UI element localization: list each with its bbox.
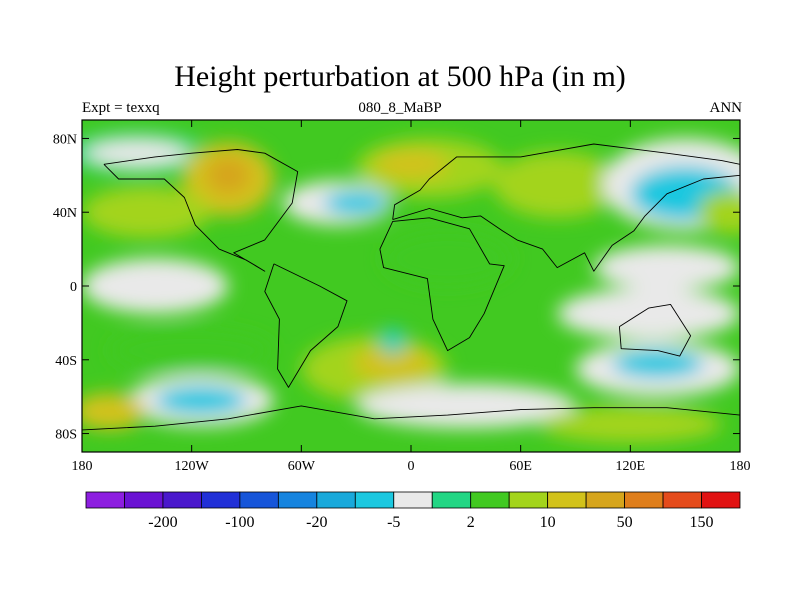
colorbar-label: 10 bbox=[540, 514, 556, 531]
field-region bbox=[155, 385, 247, 416]
lon-tick-label: 60E bbox=[509, 459, 532, 474]
continent-outline bbox=[82, 405, 740, 452]
colorbar-swatch bbox=[624, 491, 664, 509]
lat-tick-label: 40N bbox=[53, 206, 77, 221]
lat-tick-label: 80S bbox=[55, 428, 77, 443]
field-region bbox=[82, 186, 210, 239]
field-region bbox=[352, 345, 433, 382]
colorbar-swatch bbox=[162, 491, 202, 509]
field-region bbox=[323, 190, 390, 216]
colorbar-swatch bbox=[701, 491, 741, 509]
lon-tick-label: 60W bbox=[288, 459, 316, 474]
colorbar-swatch bbox=[354, 491, 395, 509]
continent-outline bbox=[618, 303, 692, 357]
lon-tick-label: 180 bbox=[730, 459, 751, 474]
field-region bbox=[557, 287, 740, 340]
colorbar-swatch bbox=[431, 491, 472, 509]
colorbar-swatch bbox=[393, 491, 433, 509]
colorbar-label: -100 bbox=[225, 514, 254, 531]
lon-tick-label: 0 bbox=[408, 459, 415, 474]
field-region bbox=[383, 230, 512, 286]
period-label: 080_8_MaBP bbox=[358, 100, 442, 116]
plot-title: Height perturbation at 500 hPa (in m) bbox=[174, 60, 626, 93]
lat-tick-label: 40S bbox=[55, 354, 77, 369]
continent-outline bbox=[379, 217, 505, 352]
continent-outline bbox=[103, 149, 299, 272]
colorbar-swatch bbox=[508, 491, 549, 509]
colorbar-swatch bbox=[547, 491, 587, 509]
colorbar-swatch bbox=[585, 491, 625, 509]
colorbar-swatch bbox=[124, 491, 164, 509]
continent-outline bbox=[392, 143, 740, 272]
field-region bbox=[612, 348, 704, 379]
colorbar-swatch bbox=[277, 491, 318, 509]
field-region bbox=[82, 392, 146, 430]
map-area bbox=[82, 120, 740, 452]
colorbar-label: -20 bbox=[306, 514, 327, 531]
colorbar-swatch bbox=[662, 491, 702, 509]
colorbar-swatch bbox=[470, 491, 510, 509]
lon-tick-label: 120W bbox=[175, 459, 210, 474]
field-region bbox=[493, 151, 622, 218]
continent-outline bbox=[264, 263, 348, 388]
colorbar-swatch bbox=[85, 491, 125, 509]
experiment-label: Expt = texxq bbox=[82, 100, 160, 116]
colorbar-label: 50 bbox=[617, 514, 633, 531]
field-region bbox=[593, 245, 740, 290]
lat-tick-label: 80N bbox=[53, 132, 77, 147]
field-region bbox=[206, 156, 251, 194]
contour-field bbox=[82, 131, 740, 443]
field-region bbox=[109, 328, 274, 373]
colorbar: -200 -100 -20 -5 2 10 50 150 bbox=[85, 491, 741, 531]
colorbar-label: -5 bbox=[387, 514, 400, 531]
lon-tick-label: 180 bbox=[72, 459, 93, 474]
colorbar-label: -200 bbox=[148, 514, 177, 531]
colorbar-swatch bbox=[316, 491, 356, 509]
colorbar-label: 2 bbox=[467, 514, 475, 531]
field-region bbox=[85, 140, 189, 167]
field-region bbox=[697, 190, 740, 235]
season-label: ANN bbox=[709, 100, 743, 116]
field-region bbox=[538, 405, 722, 443]
field-region bbox=[82, 258, 229, 314]
field-region bbox=[374, 149, 448, 180]
lat-tick-label: 0 bbox=[70, 280, 77, 295]
field-region bbox=[385, 333, 401, 349]
colorbar-swatch bbox=[239, 491, 279, 509]
colorbar-label: 150 bbox=[690, 514, 714, 531]
colorbar-swatch bbox=[201, 491, 241, 509]
axis-ticks: 180 120W 60W 0 60E 120E 180 80N 40N 0 40S 80S bbox=[53, 120, 751, 474]
lon-tick-label: 120E bbox=[616, 459, 646, 474]
coastlines bbox=[82, 143, 740, 452]
